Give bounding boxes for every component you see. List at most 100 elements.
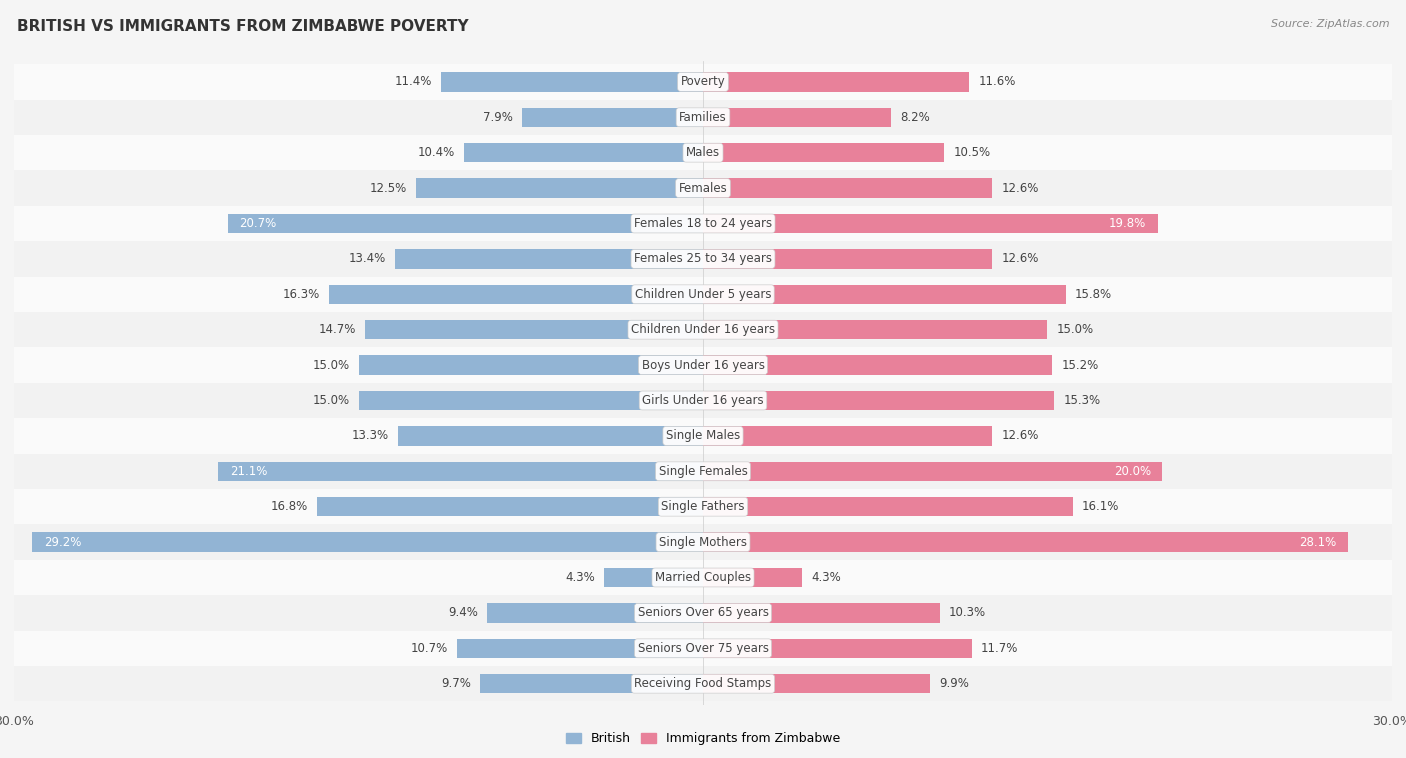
Text: Families: Families xyxy=(679,111,727,124)
Text: 9.4%: 9.4% xyxy=(449,606,478,619)
Bar xyxy=(441,72,703,92)
Bar xyxy=(318,497,703,516)
Bar xyxy=(14,631,1392,666)
Text: Females 18 to 24 years: Females 18 to 24 years xyxy=(634,217,772,230)
Text: 21.1%: 21.1% xyxy=(231,465,267,478)
Text: 10.7%: 10.7% xyxy=(411,642,449,655)
Bar xyxy=(522,108,703,127)
Text: Boys Under 16 years: Boys Under 16 years xyxy=(641,359,765,371)
Bar xyxy=(703,532,1348,552)
Bar xyxy=(366,320,703,340)
Bar xyxy=(14,666,1392,701)
Bar xyxy=(703,391,1054,410)
Text: 15.0%: 15.0% xyxy=(1057,323,1094,337)
Bar xyxy=(14,64,1392,99)
Bar xyxy=(703,249,993,268)
Bar xyxy=(703,108,891,127)
Bar xyxy=(416,178,703,198)
Bar xyxy=(703,214,1157,233)
Bar xyxy=(703,426,993,446)
Text: 12.6%: 12.6% xyxy=(1001,252,1039,265)
Text: BRITISH VS IMMIGRANTS FROM ZIMBABWE POVERTY: BRITISH VS IMMIGRANTS FROM ZIMBABWE POVE… xyxy=(17,19,468,34)
Text: Single Females: Single Females xyxy=(658,465,748,478)
Bar xyxy=(457,638,703,658)
Bar xyxy=(464,143,703,162)
Text: 15.3%: 15.3% xyxy=(1063,394,1101,407)
Bar xyxy=(359,391,703,410)
Bar xyxy=(486,603,703,622)
Text: Married Couples: Married Couples xyxy=(655,571,751,584)
Bar xyxy=(605,568,703,587)
Text: 7.9%: 7.9% xyxy=(482,111,512,124)
Bar xyxy=(703,497,1073,516)
Text: Children Under 16 years: Children Under 16 years xyxy=(631,323,775,337)
Text: 15.0%: 15.0% xyxy=(312,394,349,407)
Bar xyxy=(703,143,945,162)
Bar xyxy=(359,356,703,374)
Bar xyxy=(395,249,703,268)
Text: Females: Females xyxy=(679,182,727,195)
Text: 20.0%: 20.0% xyxy=(1114,465,1152,478)
Text: 13.4%: 13.4% xyxy=(349,252,387,265)
Text: 11.6%: 11.6% xyxy=(979,75,1017,89)
Bar xyxy=(703,568,801,587)
Text: 10.3%: 10.3% xyxy=(949,606,986,619)
Text: Seniors Over 65 years: Seniors Over 65 years xyxy=(637,606,769,619)
Text: Girls Under 16 years: Girls Under 16 years xyxy=(643,394,763,407)
Text: Poverty: Poverty xyxy=(681,75,725,89)
Bar xyxy=(14,277,1392,312)
Bar xyxy=(703,674,931,694)
Text: 12.6%: 12.6% xyxy=(1001,182,1039,195)
Text: 12.6%: 12.6% xyxy=(1001,429,1039,443)
Text: 16.1%: 16.1% xyxy=(1083,500,1119,513)
Text: 13.3%: 13.3% xyxy=(352,429,388,443)
Bar xyxy=(14,347,1392,383)
Text: 15.2%: 15.2% xyxy=(1062,359,1098,371)
Bar xyxy=(32,532,703,552)
Text: 10.4%: 10.4% xyxy=(418,146,456,159)
Text: 20.7%: 20.7% xyxy=(239,217,277,230)
Text: Single Fathers: Single Fathers xyxy=(661,500,745,513)
Bar xyxy=(703,178,993,198)
Bar xyxy=(14,525,1392,560)
Bar xyxy=(703,320,1047,340)
Text: 14.7%: 14.7% xyxy=(319,323,356,337)
Bar xyxy=(14,312,1392,347)
Text: 16.3%: 16.3% xyxy=(283,288,319,301)
Bar xyxy=(481,674,703,694)
Bar xyxy=(14,418,1392,453)
Text: Source: ZipAtlas.com: Source: ZipAtlas.com xyxy=(1271,19,1389,29)
Bar xyxy=(398,426,703,446)
Bar xyxy=(14,205,1392,241)
Bar xyxy=(14,383,1392,418)
Bar xyxy=(703,356,1052,374)
Bar xyxy=(14,241,1392,277)
Bar xyxy=(14,489,1392,525)
Bar xyxy=(228,214,703,233)
Text: Males: Males xyxy=(686,146,720,159)
Bar xyxy=(218,462,703,481)
Bar xyxy=(703,284,1066,304)
Legend: British, Immigrants from Zimbabwe: British, Immigrants from Zimbabwe xyxy=(561,727,845,750)
Text: 28.1%: 28.1% xyxy=(1299,536,1337,549)
Text: 15.8%: 15.8% xyxy=(1076,288,1112,301)
Text: Children Under 5 years: Children Under 5 years xyxy=(634,288,772,301)
Bar xyxy=(703,603,939,622)
Bar xyxy=(14,135,1392,171)
Text: Single Males: Single Males xyxy=(666,429,740,443)
Text: 11.4%: 11.4% xyxy=(395,75,432,89)
Text: 10.5%: 10.5% xyxy=(953,146,990,159)
Text: 15.0%: 15.0% xyxy=(312,359,349,371)
Text: 4.3%: 4.3% xyxy=(565,571,595,584)
Text: 4.3%: 4.3% xyxy=(811,571,841,584)
Bar xyxy=(14,99,1392,135)
Text: 19.8%: 19.8% xyxy=(1109,217,1146,230)
Text: 12.5%: 12.5% xyxy=(370,182,406,195)
Text: 9.9%: 9.9% xyxy=(939,677,969,691)
Text: Seniors Over 75 years: Seniors Over 75 years xyxy=(637,642,769,655)
Text: 11.7%: 11.7% xyxy=(981,642,1018,655)
Bar xyxy=(14,171,1392,205)
Bar xyxy=(14,453,1392,489)
Bar xyxy=(703,638,972,658)
Text: Receiving Food Stamps: Receiving Food Stamps xyxy=(634,677,772,691)
